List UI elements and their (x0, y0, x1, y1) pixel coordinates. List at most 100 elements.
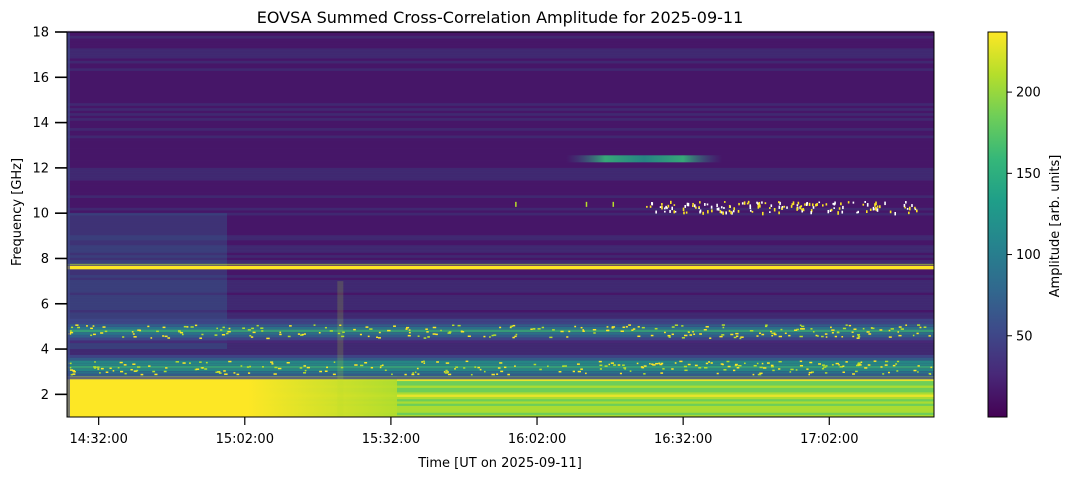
heatmap-row (67, 85, 934, 89)
heatmap-sporadic-dot (778, 211, 780, 215)
heatmap-speckle (606, 329, 609, 332)
heatmap-speckle (726, 360, 730, 363)
heatmap-row (67, 257, 934, 261)
heatmap-speckle (216, 371, 221, 373)
heatmap-sporadic-dot (665, 205, 667, 209)
heatmap-speckle (834, 335, 838, 338)
heatmap-speckle (671, 368, 674, 370)
heatmap-speckle (339, 324, 342, 327)
heatmap-row (67, 302, 934, 306)
heatmap-speckle (154, 373, 158, 376)
heatmap-speckle (756, 362, 759, 365)
heatmap-speckle (514, 365, 516, 367)
heatmap-row (67, 43, 934, 46)
heatmap-speckle (97, 368, 100, 370)
heatmap-sporadic-dot (749, 204, 752, 208)
heatmap-sporadic-dot (908, 206, 911, 211)
heatmap-speckle (90, 327, 93, 330)
heatmap-speckle (574, 325, 577, 328)
heatmap-speckle (709, 337, 712, 339)
heatmap-speckle (182, 362, 186, 364)
heatmap-speckle (858, 364, 862, 366)
y-tick-label: 16 (32, 71, 49, 86)
heatmap-speckle (799, 365, 804, 367)
heatmap-speckle (379, 366, 382, 369)
heatmap-band (67, 368, 934, 372)
heatmap-sporadic-dot (905, 201, 907, 204)
heatmap-sporadic-dot (612, 201, 615, 207)
heatmap-row (67, 185, 934, 188)
heatmap-speckle (365, 326, 369, 328)
heatmap-speckle (123, 364, 127, 366)
heatmap-speckle (716, 372, 719, 375)
heatmap-sporadic-dot (720, 211, 723, 214)
heatmap-sporadic-dot (797, 201, 800, 205)
heatmap-sporadic-dot (716, 207, 719, 211)
heatmap-speckle (435, 333, 438, 336)
heatmap-speckle (831, 329, 835, 331)
heatmap-sporadic-dot (731, 211, 733, 215)
heatmap-speckle (815, 334, 818, 337)
heatmap-band (67, 324, 934, 327)
heatmap-sporadic-dot (515, 201, 517, 207)
heatmap-speckle (654, 327, 658, 330)
heatmap-speckle (448, 331, 452, 333)
heatmap-speckle (457, 324, 461, 327)
heatmap-speckle (667, 334, 671, 337)
heatmap-row (67, 55, 934, 59)
colorbar-tick-label: 50 (1016, 329, 1033, 344)
heatmap-row (67, 110, 934, 114)
heatmap-speckle (440, 329, 442, 332)
heatmap-speckle (830, 326, 832, 329)
heatmap-speckle (201, 333, 204, 336)
heatmap-row (67, 205, 934, 208)
heatmap-speckle (721, 324, 725, 326)
heatmap-speckle (683, 365, 687, 368)
heatmap-speckle (780, 328, 783, 331)
heatmap-row (67, 304, 934, 308)
heatmap-row (67, 200, 934, 203)
heatmap-row (67, 202, 934, 206)
heatmap-row (67, 135, 934, 139)
heatmap-sporadic-dot (840, 202, 842, 206)
heatmap-speckle (512, 324, 516, 327)
heatmap-speckle (215, 371, 219, 373)
heatmap-speckle (620, 330, 624, 333)
heatmap-speckle (766, 362, 770, 364)
heatmap-speckle (825, 365, 828, 367)
heatmap-band (67, 332, 934, 335)
heatmap-speckle (221, 333, 226, 336)
heatmap-continuum-row (67, 392, 934, 395)
heatmap-speckle (882, 373, 885, 375)
heatmap-row (67, 309, 934, 313)
heatmap-speckle (204, 368, 208, 370)
heatmap-speckle (412, 372, 415, 374)
heatmap-speckle (102, 326, 106, 328)
heatmap-speckle (369, 328, 373, 330)
heatmap-speckle (496, 373, 499, 375)
heatmap-band (67, 354, 934, 358)
heatmap-speckle (135, 369, 139, 372)
heatmap-speckle (761, 333, 765, 336)
heatmap-speckle (242, 327, 245, 329)
heatmap-row (67, 217, 934, 221)
heatmap-row (67, 103, 934, 106)
heatmap-speckle (493, 334, 497, 336)
heatmap-sporadic-dot (707, 210, 709, 214)
heatmap-speckle (684, 334, 688, 337)
heatmap-row (67, 73, 934, 76)
heatmap-speckle (625, 326, 628, 328)
heatmap-speckle (808, 371, 813, 374)
heatmap-speckle (761, 362, 764, 365)
heatmap-speckle (165, 367, 168, 369)
heatmap-speckle (773, 332, 776, 335)
heatmap-speckle (228, 360, 232, 363)
heatmap-edge (67, 32, 70, 417)
heatmap-speckle (628, 324, 632, 326)
heatmap-speckle (912, 334, 915, 337)
heatmap-sporadic-dot (837, 211, 839, 215)
heatmap-speckle (856, 337, 860, 339)
heatmap-speckle (562, 365, 565, 367)
heatmap-speckle (333, 361, 336, 363)
